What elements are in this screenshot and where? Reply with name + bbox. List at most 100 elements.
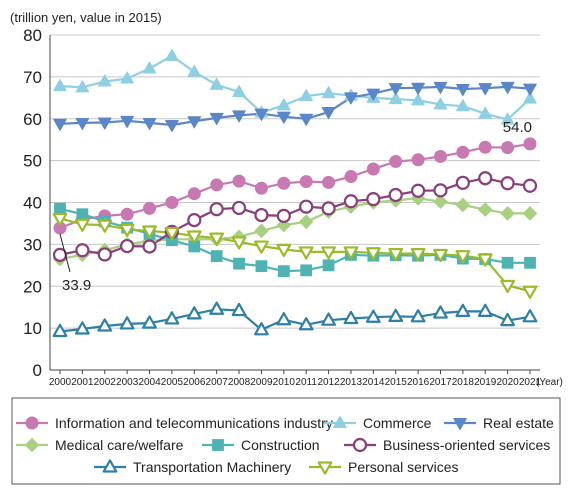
data-point-marker [209, 202, 224, 217]
data-point-marker [298, 317, 314, 331]
data-point-marker [477, 303, 493, 317]
x-tick-label: 2021 [519, 377, 542, 388]
series-markers-group [53, 81, 537, 133]
data-point-marker [233, 257, 245, 270]
data-point-marker [277, 111, 291, 124]
data-point-marker [164, 227, 180, 241]
legend-label: Transportation Machinery [133, 459, 291, 475]
data-point-marker [321, 246, 336, 260]
data-point-marker [500, 312, 516, 327]
x-tick-label: 2019 [474, 377, 497, 388]
y-tick-label: 0 [33, 361, 42, 380]
legend-item: Personal services [309, 459, 459, 475]
data-point-marker [524, 256, 536, 269]
y-unit-label: (trillion yen, value in 2015) [10, 10, 162, 25]
data-point-marker [433, 194, 448, 209]
data-point-marker [522, 309, 538, 323]
data-point-marker [321, 201, 336, 216]
x-unit-label: (Year) [536, 377, 563, 388]
data-point-marker [523, 83, 537, 96]
data-point-marker [142, 225, 157, 239]
data-point-marker [453, 418, 467, 431]
data-point-marker [53, 78, 67, 92]
series-markers-group [52, 212, 538, 299]
data-point-marker [142, 315, 157, 329]
data-point-marker [410, 309, 426, 323]
data-point-marker [142, 61, 157, 74]
data-point-marker [254, 322, 269, 336]
x-tick-label: 2020 [496, 377, 519, 388]
data-point-marker [478, 83, 493, 96]
data-point-marker [54, 202, 66, 215]
data-point-marker [298, 214, 314, 230]
data-point-marker [522, 285, 538, 299]
legend-label: Construction [241, 437, 320, 453]
series-line [59, 177, 531, 256]
data-point-marker [142, 239, 157, 254]
x-tick-label: 2013 [340, 377, 363, 388]
data-point-marker [322, 259, 335, 272]
data-point-marker [232, 84, 246, 97]
data-point-marker [333, 415, 347, 428]
x-tick-label: 2018 [452, 377, 475, 388]
data-point-marker [322, 175, 336, 189]
series-line [59, 308, 531, 333]
data-point-marker [75, 117, 90, 131]
data-point-marker [410, 183, 426, 198]
data-point-marker [120, 207, 134, 221]
data-point-marker [365, 309, 381, 323]
data-point-marker [254, 240, 269, 254]
data-point-marker [522, 206, 538, 221]
data-point-marker [433, 183, 448, 198]
data-point-marker [187, 212, 202, 228]
x-tick-label: 2014 [362, 377, 385, 388]
data-point-marker [299, 89, 313, 102]
data-point-marker [501, 256, 514, 269]
data-point-marker [25, 416, 39, 430]
data-point-marker [212, 439, 224, 451]
y-tick-label: 60 [23, 110, 42, 129]
legend-item: Medical care/welfare [16, 437, 184, 453]
x-tick-label: 2000 [49, 377, 72, 388]
data-point-marker [298, 246, 314, 260]
data-point-marker [165, 48, 179, 61]
data-point-marker [97, 219, 113, 233]
data-point-marker [120, 71, 134, 84]
y-tick-label: 30 [23, 235, 42, 254]
data-point-marker [276, 243, 292, 258]
data-label: 33.9 [62, 277, 91, 294]
y-tick-label: 70 [23, 68, 42, 87]
legend-item: Construction [202, 437, 320, 453]
data-point-marker [522, 178, 538, 193]
legend-box [11, 397, 561, 485]
x-tick-label: 2001 [71, 377, 94, 388]
data-point-marker [232, 110, 246, 123]
data-point-marker [142, 117, 157, 131]
data-point-marker [343, 310, 359, 325]
legend-label: Commerce [363, 415, 432, 431]
data-point-marker [388, 247, 404, 262]
data-point-marker [210, 178, 224, 192]
data-point-marker [277, 176, 291, 190]
data-point-marker [254, 223, 269, 239]
data-point-marker [500, 279, 516, 294]
data-point-marker [276, 312, 292, 326]
data-point-marker [344, 92, 358, 105]
data-point-marker [74, 218, 90, 232]
data-point-marker [187, 116, 202, 129]
data-point-marker [455, 303, 471, 317]
data-point-marker [186, 306, 202, 320]
legend-item: Business-oriented services [344, 437, 550, 453]
x-tick-label: 2012 [317, 377, 340, 388]
x-tick-label: 2016 [407, 377, 430, 388]
data-point-marker [388, 83, 403, 96]
data-point-marker [209, 301, 225, 315]
data-point-marker [24, 437, 40, 453]
data-point-marker [343, 246, 359, 260]
data-point-marker [456, 84, 470, 97]
data-point-marker [411, 153, 425, 167]
data-label-leader [59, 233, 71, 273]
data-point-marker [352, 437, 368, 453]
data-point-marker [299, 113, 313, 126]
